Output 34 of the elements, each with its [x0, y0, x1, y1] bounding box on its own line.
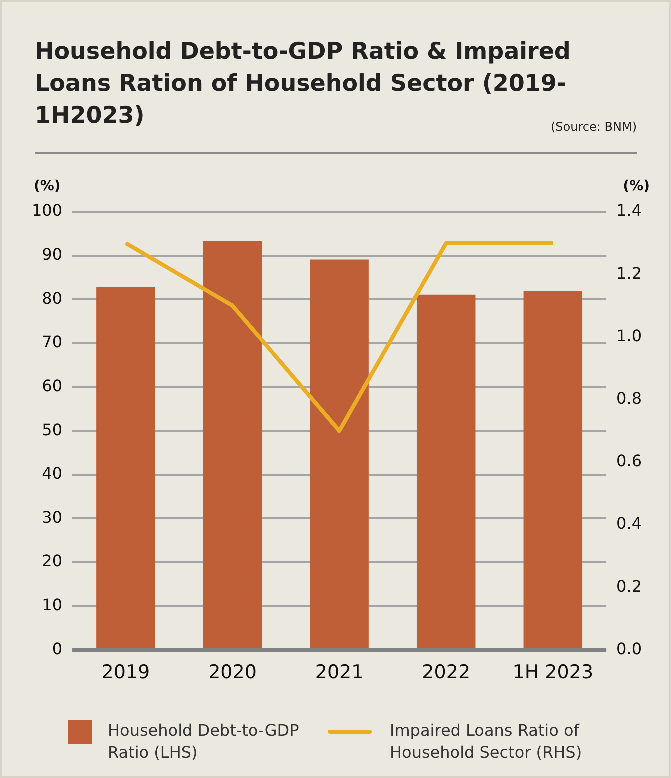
x-tick-label: 2021 — [315, 662, 364, 684]
y2-tick-label: 1.2 — [616, 264, 642, 283]
y2-tick-label: 1.4 — [616, 201, 642, 220]
y-tick-label: 90 — [42, 244, 63, 264]
y-tick-label: 70 — [42, 332, 63, 352]
bar — [203, 241, 262, 650]
y-axis-title: (%) — [34, 178, 61, 195]
y-tick-label: 30 — [42, 508, 63, 527]
bar — [310, 260, 369, 650]
y-tick-label: 40 — [42, 464, 63, 484]
y-tick-label: 80 — [42, 288, 63, 308]
bar — [416, 294, 476, 650]
y2-tick-label: 0.0 — [616, 639, 642, 658]
y-tick-label: 0 — [52, 639, 63, 658]
legend-label: Household Debt-to-GDP Ratio (LHS) — [108, 720, 300, 764]
y2-tick-label: 0.4 — [616, 514, 642, 534]
bar — [96, 287, 156, 650]
y2-tick-label: 0.6 — [616, 452, 642, 471]
y-tick-label: 20 — [42, 552, 63, 571]
y2-tick-label: 0.2 — [616, 576, 642, 596]
y-tick-label: 10 — [42, 596, 63, 615]
bar — [524, 291, 583, 650]
x-tick-label: 2022 — [422, 662, 471, 684]
y2-axis-title: (%) — [623, 178, 650, 195]
x-tick-label: 1H 2023 — [512, 662, 594, 684]
y-tick-label: 60 — [42, 376, 63, 396]
y2-tick-label: 0.8 — [616, 388, 642, 408]
x-tick-label: 2020 — [208, 662, 257, 684]
y-tick-label: 100 — [32, 201, 63, 220]
y-tick-label: 50 — [42, 420, 63, 440]
legend-label: Impaired Loans Ratio of Household Sector (RHS) — [390, 720, 584, 764]
y2-tick-label: 1.0 — [616, 326, 642, 346]
text: (Source: BNM) — [551, 120, 637, 134]
x-tick-label: 2019 — [102, 662, 150, 684]
